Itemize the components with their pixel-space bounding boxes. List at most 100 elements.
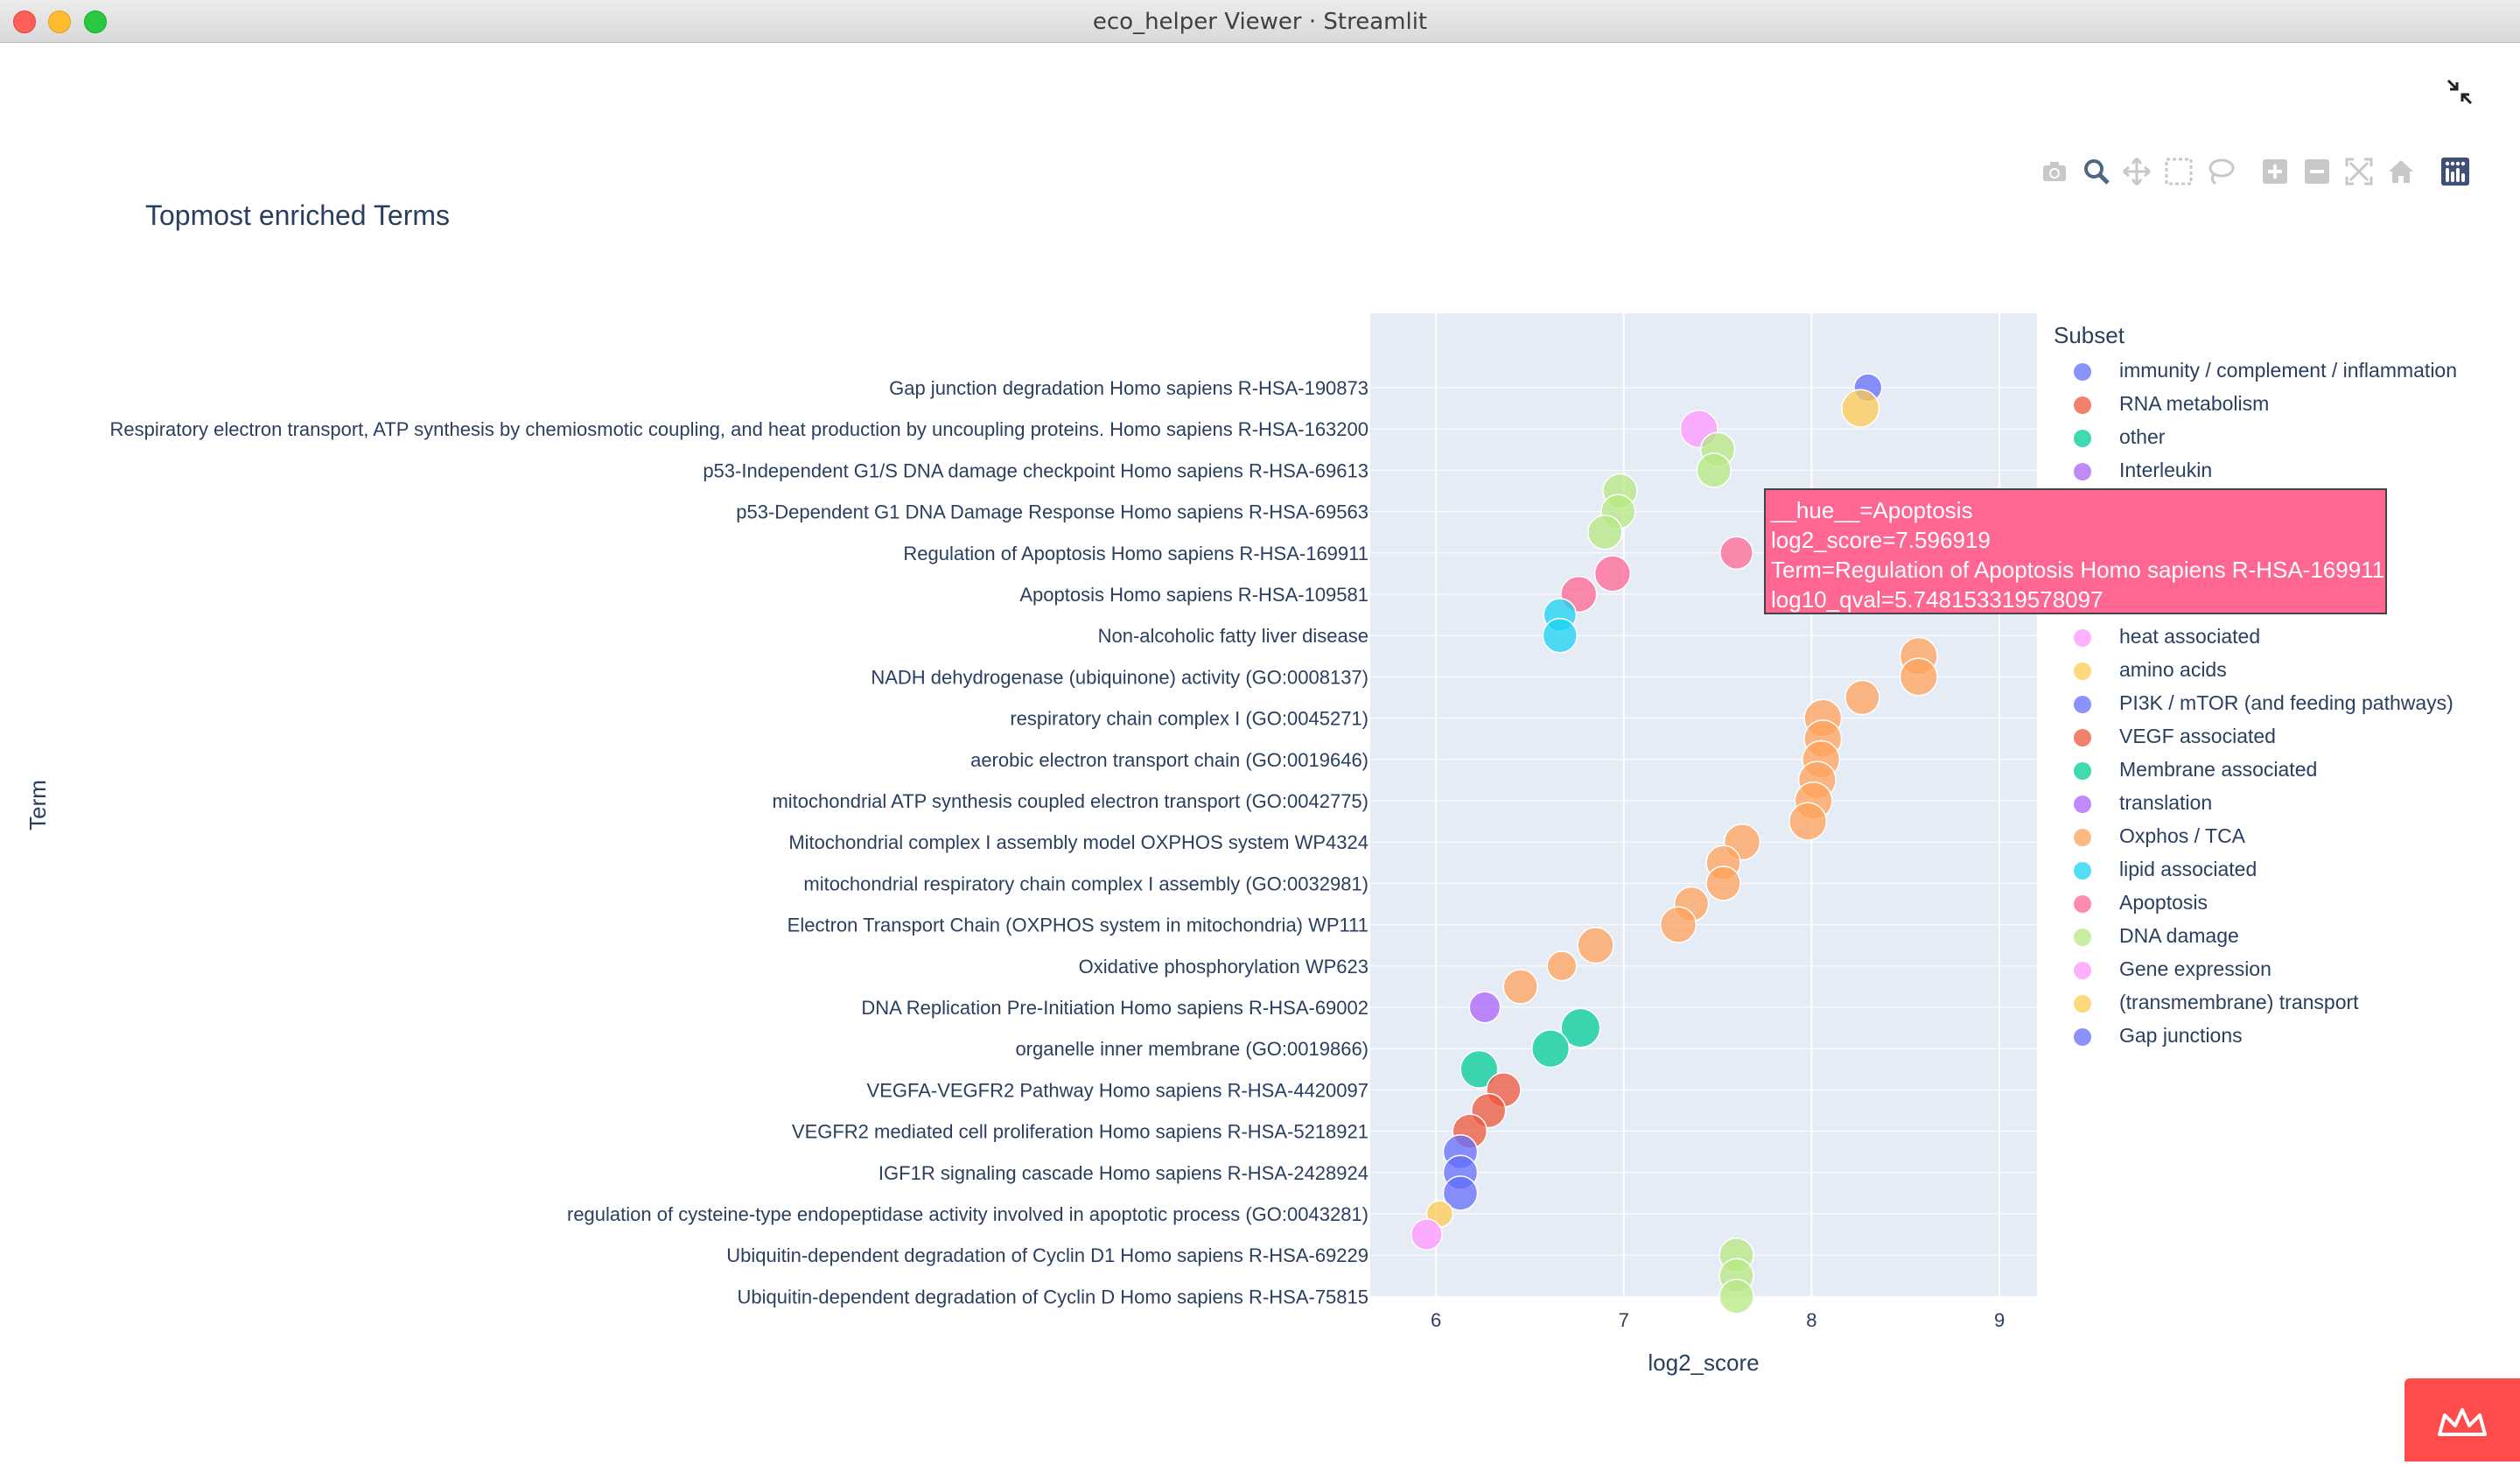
- legend-label: Apoptosis: [2119, 891, 2208, 914]
- legend-marker: [2074, 430, 2091, 447]
- legend-label: (transmembrane) transport: [2119, 991, 2359, 1013]
- streamlit-badge[interactable]: [2404, 1378, 2520, 1461]
- y-tick-label: p53-Dependent G1 DNA Damage Response Hom…: [736, 501, 1368, 523]
- pan-icon[interactable]: [2121, 156, 2152, 187]
- legend-marker: [2074, 662, 2091, 680]
- window-title: eco_helper Viewer · Streamlit: [1092, 9, 1428, 35]
- camera-icon[interactable]: [2039, 156, 2070, 187]
- data-point[interactable]: [1705, 866, 1741, 901]
- data-point[interactable]: [1502, 969, 1538, 1005]
- x-axis-label: log2_score: [1648, 1349, 1759, 1376]
- data-point[interactable]: [1531, 1029, 1571, 1069]
- minimize-window-button[interactable]: [48, 11, 71, 33]
- y-tick-label: Electron Transport Chain (OXPHOS system …: [788, 915, 1368, 936]
- data-point[interactable]: [1659, 906, 1698, 943]
- legend-label: lipid associated: [2119, 858, 2258, 880]
- data-point[interactable]: [1841, 389, 1880, 428]
- legend-marker: [2074, 729, 2091, 747]
- y-tick-label: VEGFA-VEGFR2 Pathway Homo sapiens R-HSA-…: [867, 1079, 1368, 1101]
- zoom-out-icon[interactable]: [2301, 156, 2333, 187]
- legend-marker: [2074, 929, 2091, 946]
- data-point[interactable]: [1460, 1049, 1499, 1089]
- legend-label: Interleukin: [2119, 459, 2213, 481]
- legend-marker: [2074, 829, 2091, 846]
- legend-label: other: [2119, 425, 2166, 448]
- title-bar: eco_helper Viewer · Streamlit: [0, 0, 2520, 43]
- legend-label: Oxphos / TCA: [2119, 824, 2246, 847]
- legend-marker: [2074, 396, 2091, 414]
- hover-tooltip: __hue__=Apoptosis log2_score=7.596919 Te…: [1764, 488, 2387, 614]
- legend-label: VEGF associated: [2119, 725, 2276, 747]
- legend-marker: [2074, 696, 2091, 713]
- x-tick-labels: 6 7 8 9: [1431, 1309, 2005, 1331]
- legend-label: PI3K / mTOR (and feeding pathways): [2119, 691, 2454, 714]
- y-tick-label: Non-alcoholic fatty liver disease: [1098, 625, 1368, 647]
- data-point[interactable]: [1542, 617, 1578, 654]
- legend-marker: [2074, 796, 2091, 813]
- data-point[interactable]: [1718, 1279, 1754, 1314]
- legend-marker: [2074, 862, 2091, 880]
- legend-title: Subset: [2054, 322, 2124, 348]
- y-tick-label: IGF1R signaling cascade Homo sapiens R-H…: [878, 1162, 1368, 1184]
- data-point[interactable]: [1696, 452, 1732, 488]
- data-point[interactable]: [1577, 927, 1614, 964]
- exit-fullscreen-icon[interactable]: [2445, 77, 2474, 107]
- data-point[interactable]: [1899, 657, 1938, 697]
- hover-line: log2_score=7.596919: [1771, 527, 1991, 553]
- legend-label: RNA metabolism: [2119, 392, 2270, 415]
- legend-marker: [2074, 995, 2091, 1013]
- data-point[interactable]: [1546, 950, 1578, 982]
- y-tick-label: Mitochondrial complex I assembly model O…: [788, 831, 1368, 853]
- data-point[interactable]: [1844, 679, 1880, 716]
- legend-label: heat associated: [2119, 625, 2261, 648]
- legend-marker: [2074, 762, 2091, 780]
- hover-line: log10_qval=5.748153319578097: [1771, 586, 2104, 613]
- legend-label: Gene expression: [2119, 957, 2272, 980]
- y-tick-label: Regulation of Apoptosis Homo sapiens R-H…: [903, 543, 1368, 564]
- lasso-select-icon[interactable]: [2205, 156, 2236, 187]
- data-point[interactable]: [1587, 514, 1623, 550]
- legend-marker: [2074, 962, 2091, 979]
- y-tick-label: Ubiquitin-dependent degradation of Cycli…: [726, 1244, 1368, 1266]
- data-point[interactable]: [1468, 991, 1502, 1024]
- legend-label: DNA damage: [2119, 924, 2239, 947]
- data-point[interactable]: [1788, 802, 1828, 841]
- zoom-icon[interactable]: [2081, 156, 2112, 187]
- y-tick-label: VEGFR2 mediated cell proliferation Homo …: [792, 1121, 1368, 1143]
- data-point[interactable]: [1560, 1007, 1601, 1048]
- data-point[interactable]: [1719, 536, 1754, 571]
- y-axis-label: Term: [24, 780, 51, 831]
- reset-axes-icon[interactable]: [2385, 156, 2417, 187]
- y-tick-label: Oxidative phosphorylation WP623: [1079, 956, 1368, 978]
- data-point[interactable]: [1442, 1175, 1479, 1211]
- y-tick-label: regulation of cysteine-type endopeptidas…: [567, 1203, 1368, 1225]
- data-point[interactable]: [1410, 1218, 1443, 1251]
- x-tick-label: 9: [1994, 1309, 2005, 1331]
- autoscale-icon[interactable]: [2343, 156, 2375, 187]
- y-tick-labels: Gap junction degradation Homo sapiens R-…: [109, 377, 1368, 1307]
- y-tick-label: NADH dehydrogenase (ubiquinone) activity…: [871, 666, 1368, 688]
- close-window-button[interactable]: [13, 11, 36, 33]
- y-tick-label: Gap junction degradation Homo sapiens R-…: [889, 377, 1368, 399]
- y-tick-label: DNA Replication Pre-Initiation Homo sapi…: [861, 997, 1368, 1019]
- plotly-logo-icon[interactable]: [2440, 156, 2471, 187]
- legend-label: Gap junctions: [2119, 1024, 2243, 1047]
- y-tick-label: p53-Independent G1/S DNA damage checkpoi…: [703, 459, 1368, 481]
- legend-label: immunity / complement / inflammation: [2119, 359, 2458, 382]
- legend-marker: [2074, 363, 2091, 381]
- y-tick-label: respiratory chain complex I (GO:0045271): [1010, 708, 1368, 730]
- y-tick-label: Ubiquitin-dependent degradation of Cycli…: [737, 1286, 1368, 1307]
- box-select-icon[interactable]: [2163, 156, 2194, 187]
- zoom-in-icon[interactable]: [2259, 156, 2291, 187]
- legend-marker: [2074, 1028, 2091, 1046]
- x-tick-label: 8: [1806, 1309, 1816, 1331]
- y-tick-label: Respiratory electron transport, ATP synt…: [109, 418, 1368, 440]
- legend-marker: [2074, 463, 2091, 480]
- maximize-window-button[interactable]: [84, 11, 107, 33]
- legend-marker: [2074, 629, 2091, 647]
- x-tick-label: 6: [1431, 1309, 1441, 1331]
- data-point[interactable]: [1593, 555, 1632, 592]
- data-points: [1410, 373, 1938, 1314]
